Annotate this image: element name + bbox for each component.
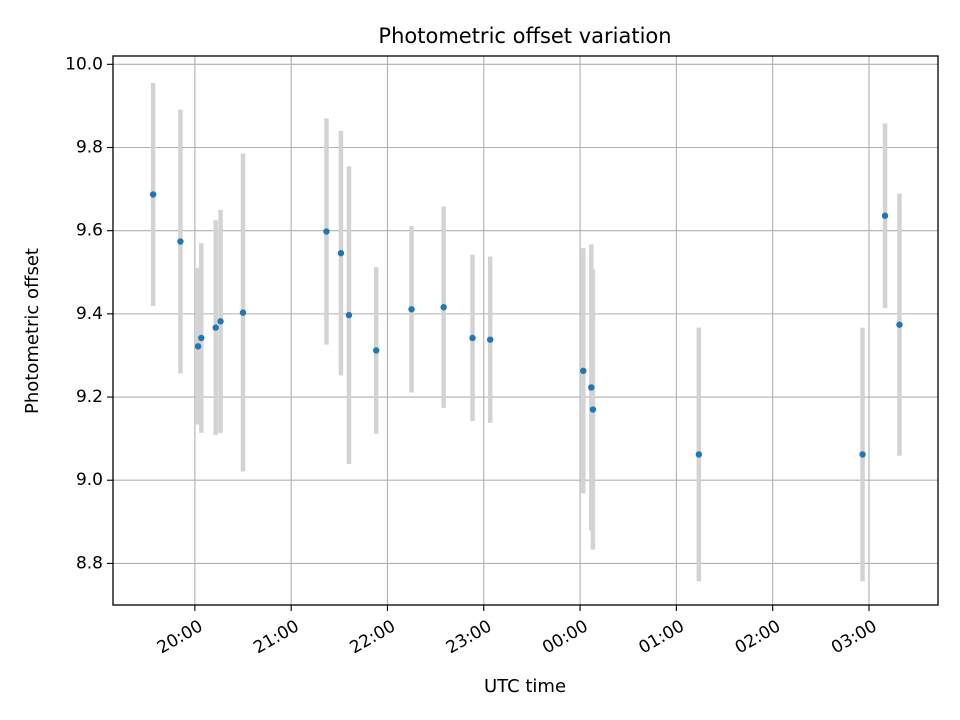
- x-axis-label: UTC time: [484, 676, 566, 697]
- data-point: [859, 451, 866, 458]
- data-point: [881, 212, 889, 219]
- data-point: [177, 238, 184, 245]
- y-tick-label: 9.0: [76, 470, 103, 490]
- grid-lines: [113, 56, 938, 605]
- data-point: [217, 318, 224, 325]
- data-point: [337, 249, 345, 257]
- y-axis-ticks: 8.8 9.0 9.2 9.4 9.6 9.8 10.0: [65, 54, 113, 573]
- data-point: [580, 367, 587, 375]
- y-tick-label: 9.4: [76, 304, 103, 324]
- y-tick-label: 9.6: [76, 221, 103, 241]
- y-tick-label: 9.2: [76, 387, 103, 407]
- data-point: [589, 406, 597, 413]
- data-point: [408, 306, 415, 313]
- data-point: [469, 334, 476, 342]
- data-point: [588, 384, 595, 391]
- chart-title: Photometric offset variation: [378, 24, 671, 48]
- data-point: [486, 336, 494, 343]
- y-axis-label: Photometric offset: [22, 248, 43, 414]
- data-point: [149, 191, 157, 198]
- data-point: [896, 321, 903, 328]
- plot-frame: [112, 55, 939, 606]
- data-point: [239, 309, 247, 316]
- data-point: [198, 334, 205, 342]
- y-tick-label: 9.8: [76, 138, 103, 158]
- data-point: [212, 324, 219, 331]
- data-point: [440, 304, 447, 311]
- data-point: [373, 347, 380, 354]
- data-points: [149, 191, 903, 458]
- y-tick-label: 10.0: [65, 54, 103, 74]
- data-point: [345, 311, 353, 319]
- y-tick-label: 8.8: [76, 553, 103, 573]
- data-point: [194, 343, 202, 350]
- data-point: [695, 451, 703, 458]
- data-point: [323, 228, 330, 235]
